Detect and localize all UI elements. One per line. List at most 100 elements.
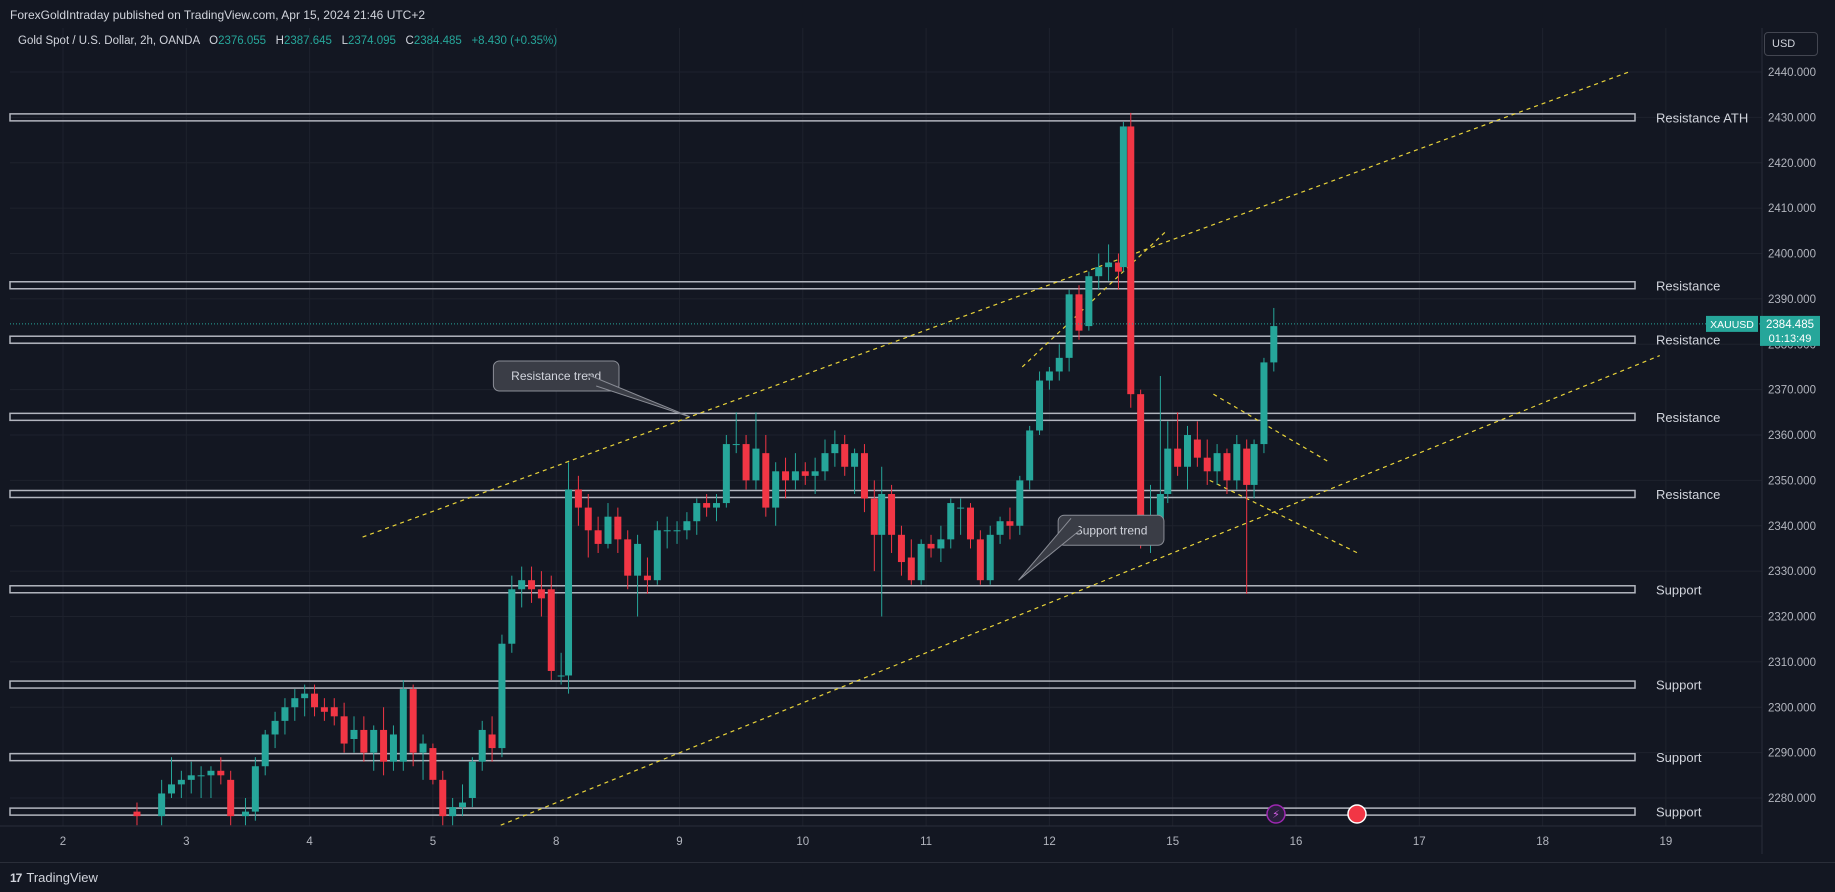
- us-flag-event-icon: [1347, 804, 1367, 824]
- candle-body: [227, 779, 235, 817]
- level-label: Support: [1656, 750, 1702, 765]
- tradingview-logo-icon: 17: [10, 870, 22, 885]
- ohlc-legend: Gold Spot / U.S. Dollar, 2h, OANDA O2376…: [18, 35, 557, 47]
- high-label: H: [275, 35, 284, 47]
- level-band: [9, 585, 1636, 594]
- chart-frame[interactable]: Resistance ATH Resistance Resistance Resist…: [0, 28, 1835, 862]
- candle-body: [1137, 394, 1145, 535]
- annotation-box: [492, 360, 620, 392]
- candle-body: [996, 521, 1004, 535]
- candle-body: [478, 729, 486, 762]
- candle-body: [251, 766, 259, 812]
- candle-body: [584, 507, 592, 531]
- time-tick-label: 10: [796, 836, 809, 848]
- price-badge: [1760, 315, 1820, 346]
- candle-body: [1114, 262, 1122, 272]
- candle-body: [722, 444, 730, 504]
- price-tick-label: 2330.000: [1768, 566, 1816, 578]
- price-tick-label: 2360.000: [1768, 430, 1816, 442]
- time-tick-label: 11: [920, 836, 932, 848]
- level-band: [9, 489, 1636, 499]
- level-label: Resistance: [1656, 333, 1720, 348]
- candle-body: [370, 729, 378, 753]
- candles: [133, 112, 1278, 826]
- candle-body: [498, 643, 506, 749]
- brand-name: TradingView: [26, 870, 98, 885]
- candle-body: [976, 539, 984, 581]
- candle-body: [703, 503, 711, 508]
- low-label: L: [341, 35, 348, 47]
- candle-body: [468, 761, 476, 798]
- candle-body: [518, 580, 526, 590]
- candle-body: [528, 580, 536, 590]
- time-tick-label: 16: [1290, 836, 1303, 848]
- price-tick-label: 2320.000: [1768, 612, 1816, 624]
- trend-lines: [362, 71, 1660, 826]
- price-tick-label: 2300.000: [1768, 702, 1816, 714]
- time-tick-label: 19: [1660, 836, 1673, 848]
- price-tick-label: 2350.000: [1768, 475, 1816, 487]
- candle-body: [1223, 453, 1231, 481]
- price-tick-label: 2280.000: [1768, 793, 1816, 805]
- candle-body: [957, 507, 965, 509]
- candle-body: [907, 557, 915, 581]
- candle-body: [133, 811, 141, 817]
- trend-line: [500, 355, 1660, 826]
- candle-body: [1270, 326, 1278, 363]
- grid: [10, 28, 1762, 826]
- price-tick-label: 2430.000: [1768, 112, 1816, 124]
- price-tick-label: 2400.000: [1768, 249, 1816, 261]
- candle-body: [831, 444, 839, 454]
- candle-body: [917, 543, 925, 581]
- candle-body: [557, 675, 565, 677]
- candle-body: [1055, 357, 1063, 372]
- annotations: Resistance trend Support trend: [492, 360, 1165, 581]
- trend-line: [1213, 393, 1330, 463]
- time-tick-label: 8: [553, 836, 559, 848]
- candle-body: [811, 471, 819, 476]
- candle-body: [1065, 294, 1073, 358]
- level-band: [9, 281, 1636, 290]
- candle-body: [927, 543, 935, 549]
- candle-body: [1006, 521, 1014, 526]
- chart-background: [0, 28, 1835, 862]
- candle-body: [673, 530, 681, 532]
- candle-body: [604, 516, 612, 544]
- candle-body: [508, 589, 516, 644]
- candle-body: [1085, 276, 1093, 327]
- candle-body: [634, 543, 642, 576]
- candle-body: [1164, 448, 1172, 494]
- published-info: ForexGoldIntraday published on TradingVi…: [10, 8, 426, 22]
- candle-body: [878, 493, 886, 535]
- candle-body: [1193, 439, 1201, 458]
- candle-body: [1250, 444, 1258, 485]
- price-chart[interactable]: Resistance ATH Resistance Resistance Resist…: [0, 28, 1835, 862]
- price-tick-label: 2370.000: [1768, 385, 1816, 397]
- candle-body: [712, 503, 720, 508]
- time-tick-label: 4: [306, 836, 313, 848]
- level-band: [9, 680, 1636, 689]
- change-value: +8.430 (+0.35%): [471, 35, 558, 47]
- price-tick-label: 2310.000: [1768, 657, 1816, 669]
- candle-body: [851, 453, 859, 467]
- candle-body: [947, 503, 955, 540]
- candle-body: [1127, 126, 1135, 395]
- candle-body: [1075, 294, 1083, 331]
- candle-body: [419, 743, 427, 753]
- candle-body: [565, 489, 573, 676]
- candle-body: [801, 471, 809, 476]
- candle-body: [399, 689, 407, 762]
- candle-body: [207, 770, 215, 776]
- currency-button[interactable]: USD: [1764, 32, 1818, 56]
- price-tick-label: 2390.000: [1768, 294, 1816, 306]
- price-levels: Resistance ATH Resistance Resistance Resist…: [9, 110, 1748, 820]
- tradingview-logo[interactable]: 17 TradingView: [10, 870, 98, 885]
- candle-body: [791, 471, 799, 481]
- candle-body: [429, 748, 437, 780]
- candle-body: [937, 539, 945, 549]
- low-value: 2374.095: [347, 35, 396, 47]
- trend-line: [1021, 230, 1167, 368]
- candle-body: [1203, 457, 1211, 472]
- candle-body: [1095, 267, 1103, 277]
- candle-body: [1026, 430, 1034, 481]
